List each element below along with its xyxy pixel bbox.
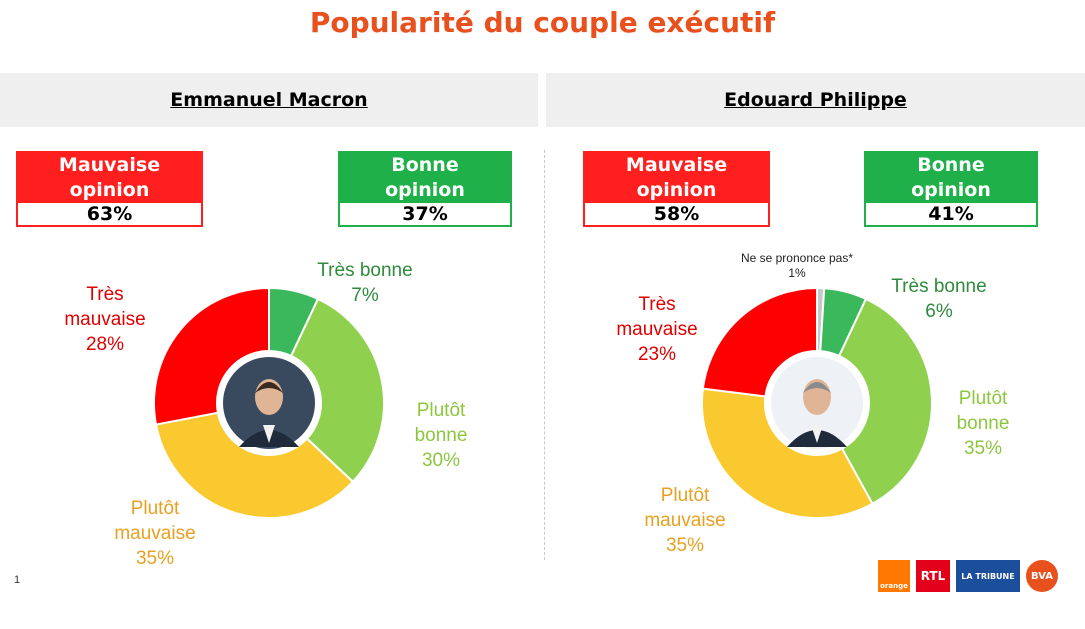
label-ne-se-prononce-pas: Ne se prononce pas* 1% — [740, 251, 854, 280]
partner-logos: orange RTL LA TRIBUNE BVA — [878, 559, 1058, 593]
panel-title-philippe: Edouard Philippe — [724, 89, 907, 111]
person-portrait-icon — [223, 357, 315, 449]
donut-chart-philippe — [701, 286, 933, 519]
mauvaise-opinion-label: Mauvaise opinion — [18, 153, 201, 203]
la-tribune-logo: LA TRIBUNE — [956, 560, 1020, 592]
label-tres-mauvaise: Très mauvaise 28% — [64, 284, 146, 355]
label-plutot-bonne: Plutôt bonne 35% — [956, 388, 1010, 459]
panel-divider — [544, 150, 545, 560]
panel-header-philippe: Edouard Philippe — [546, 73, 1085, 127]
bonne-opinion-box-philippe: Bonne opinion 41% — [864, 151, 1038, 227]
rtl-logo: RTL — [916, 560, 950, 592]
mauvaise-opinion-label: Mauvaise opinion — [585, 153, 768, 203]
page-title: Popularité du couple exécutif — [309, 6, 776, 39]
bonne-opinion-label: Bonne opinion — [340, 153, 510, 203]
bva-logo: BVA — [1026, 560, 1058, 592]
person-portrait-icon — [771, 357, 863, 449]
mauvaise-opinion-box-macron: Mauvaise opinion 63% — [16, 151, 203, 227]
label-tres-mauvaise: Très mauvaise 23% — [616, 294, 698, 365]
page-number: 1 — [14, 574, 21, 586]
bonne-opinion-label: Bonne opinion — [866, 153, 1036, 203]
bonne-opinion-value: 41% — [866, 203, 1036, 225]
orange-logo: orange — [878, 560, 910, 592]
panel-title-macron: Emmanuel Macron — [170, 89, 368, 111]
donut-chart-macron — [153, 286, 385, 519]
mauvaise-opinion-value: 63% — [18, 203, 201, 225]
bonne-opinion-value: 37% — [340, 203, 510, 225]
label-tres-bonne: Très bonne 6% — [891, 276, 987, 322]
label-plutot-mauvaise: Plutôt mauvaise 35% — [114, 498, 196, 569]
mauvaise-opinion-value: 58% — [585, 203, 768, 225]
bonne-opinion-box-macron: Bonne opinion 37% — [338, 151, 512, 227]
label-plutot-mauvaise: Plutôt mauvaise 35% — [644, 485, 726, 556]
label-tres-bonne: Très bonne 7% — [317, 260, 413, 306]
label-plutot-bonne: Plutôt bonne 30% — [414, 400, 468, 471]
panel-header-macron: Emmanuel Macron — [0, 73, 538, 127]
mauvaise-opinion-box-philippe: Mauvaise opinion 58% — [583, 151, 770, 227]
